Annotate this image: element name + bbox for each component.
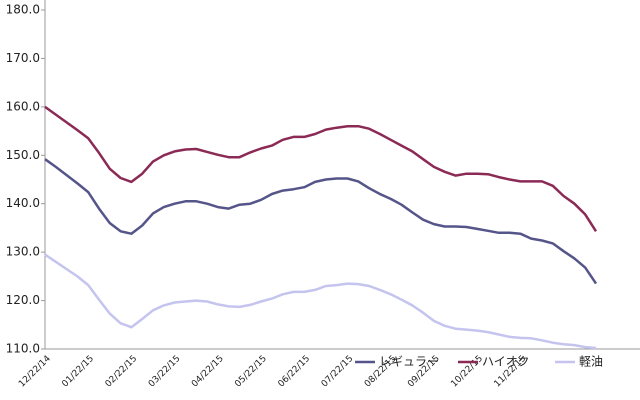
legend-label: 軽油 (579, 355, 603, 369)
x-tick-label: 04/22/15 (190, 354, 226, 390)
y-tick-label: 110.0 (6, 342, 40, 356)
x-tick-label: 02/22/15 (104, 354, 140, 390)
y-tick-label: 180.0 (6, 3, 40, 17)
x-tick-label: 06/22/15 (277, 354, 313, 390)
legend-label: ハイオク (482, 355, 530, 369)
x-tick-label: 05/22/15 (233, 354, 269, 390)
y-tick-label: 160.0 (6, 99, 40, 113)
x-tick-label: 07/22/15 (320, 354, 356, 390)
x-tick-label: 12/22/14 (17, 354, 53, 390)
y-tick-label: 140.0 (6, 196, 40, 210)
x-tick-label: 10/22/15 (449, 354, 485, 390)
y-tick-label: 170.0 (6, 51, 40, 65)
series-line (44, 105, 598, 232)
x-tick-label: 03/22/15 (147, 354, 183, 390)
series-line (44, 253, 597, 350)
y-tick-label: 150.0 (6, 148, 40, 162)
y-tick-label: 120.0 (6, 293, 40, 307)
y-tick-label: 130.0 (6, 245, 40, 259)
x-tick-label: 01/22/15 (60, 354, 96, 390)
series-line (44, 158, 598, 285)
legend-label: レギュラー (379, 355, 439, 369)
